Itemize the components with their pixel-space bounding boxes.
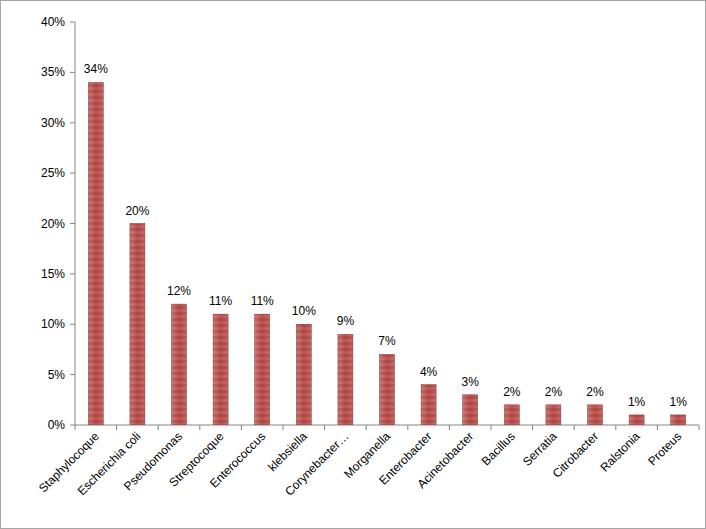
y-tick: [70, 425, 75, 426]
bar-texture: [588, 405, 603, 425]
bar-texture: [296, 324, 311, 425]
bar: [504, 405, 519, 425]
bar: [671, 415, 686, 425]
data-label: 3%: [462, 375, 480, 389]
bar-texture: [546, 405, 561, 425]
bar: [88, 82, 103, 425]
y-tick: [70, 273, 75, 274]
bar-texture: [130, 224, 145, 426]
y-tick-label: 0%: [48, 418, 66, 432]
data-label: 9%: [337, 314, 355, 328]
x-tick: [241, 425, 242, 430]
y-tick: [70, 122, 75, 123]
y-tick: [70, 72, 75, 73]
bar: [588, 405, 603, 425]
bar-texture: [504, 405, 519, 425]
x-tick-label: Corynebacter…: [282, 429, 351, 498]
data-label: 4%: [420, 365, 438, 379]
data-label: 2%: [503, 385, 521, 399]
x-tick: [574, 425, 575, 430]
x-tick: [75, 425, 76, 430]
bar-texture: [629, 415, 644, 425]
y-tick: [70, 374, 75, 375]
bar: [296, 324, 311, 425]
bar: [255, 314, 270, 425]
x-tick: [407, 425, 408, 430]
data-label: 2%: [586, 385, 604, 399]
x-tick: [449, 425, 450, 430]
data-label: 7%: [378, 334, 396, 348]
bar-texture: [463, 395, 478, 425]
bar: [546, 405, 561, 425]
bar-texture: [421, 385, 436, 425]
bar-texture: [255, 314, 270, 425]
x-tick-label: Serratia: [520, 429, 560, 469]
bar-texture: [213, 314, 228, 425]
bar-texture: [172, 304, 187, 425]
x-tick-label: Proteus: [645, 429, 684, 468]
data-label: 1%: [670, 395, 688, 409]
x-tick-label: Acinetobacter: [415, 429, 477, 491]
bar-texture: [338, 334, 353, 425]
y-tick-label: 30%: [41, 116, 65, 130]
bar: [629, 415, 644, 425]
y-tick-label: 10%: [41, 317, 65, 331]
data-label: 1%: [628, 395, 646, 409]
data-label: 34%: [84, 62, 108, 76]
bar-texture: [88, 82, 103, 425]
bars: [88, 82, 685, 425]
bar: [380, 354, 395, 425]
x-tick: [283, 425, 284, 430]
data-label: 12%: [167, 284, 191, 298]
bar: [463, 395, 478, 425]
y-tick: [70, 22, 75, 23]
y-tick-label: 15%: [41, 267, 65, 281]
x-tick: [657, 425, 658, 430]
y-tick-label: 20%: [41, 217, 65, 231]
x-tick: [532, 425, 533, 430]
data-label: 11%: [209, 294, 232, 308]
bar: [421, 385, 436, 425]
bar: [213, 314, 228, 425]
x-tick: [615, 425, 616, 430]
y-tick-label: 5%: [48, 368, 66, 382]
y-tick-label: 40%: [41, 15, 65, 29]
x-tick-label: Citrobacter: [550, 429, 601, 480]
data-label: 11%: [251, 294, 274, 308]
data-label: 2%: [545, 385, 563, 399]
x-tick-label: Ralstonia: [597, 429, 643, 475]
y-tick-label: 35%: [41, 65, 65, 79]
y-tick: [70, 223, 75, 224]
x-tick: [116, 425, 117, 430]
y-tick: [70, 324, 75, 325]
y-tick-label: 25%: [41, 166, 65, 180]
x-tick: [324, 425, 325, 430]
x-tick: [491, 425, 492, 430]
chart-border: [1, 1, 706, 529]
data-label: 10%: [292, 304, 316, 318]
x-tick: [158, 425, 159, 430]
bar: [172, 304, 187, 425]
x-tick: [699, 425, 700, 430]
bar-texture: [380, 354, 395, 425]
x-tick: [199, 425, 200, 430]
bar-texture: [671, 415, 686, 425]
x-tick: [366, 425, 367, 430]
bar: [130, 224, 145, 426]
x-tick-label: Enterococcus: [207, 429, 268, 490]
chart-container: 0%5%10%15%20%25%30%35%40%StaphylocoqueEs…: [0, 0, 706, 529]
data-label: 20%: [125, 204, 149, 218]
bar: [338, 334, 353, 425]
y-tick: [70, 173, 75, 174]
x-tick-label: Bacillus: [479, 429, 518, 468]
chart-svg: 0%5%10%15%20%25%30%35%40%StaphylocoqueEs…: [0, 0, 706, 529]
